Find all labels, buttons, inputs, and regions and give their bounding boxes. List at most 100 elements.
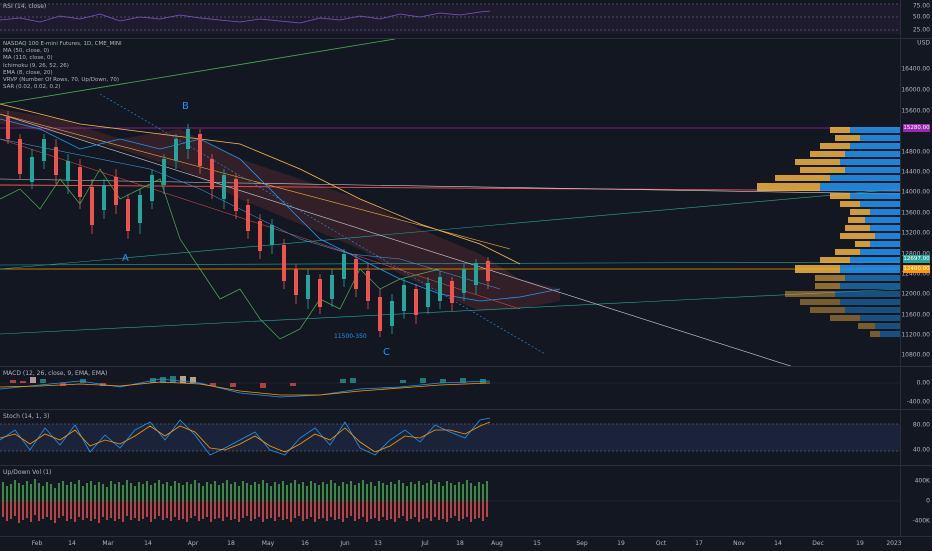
rsi-tick-75: 75.00 (912, 2, 930, 10)
time-label: Jul (421, 540, 429, 547)
time-label: 13 (374, 540, 382, 547)
time-label: 18 (227, 540, 235, 547)
time-label: Apr (187, 540, 199, 547)
stoch-plot (0, 417, 900, 456)
time-label: Aug (491, 540, 503, 547)
legend-ichimoku[interactable]: Ichimoku (9, 26, 52, 26) (3, 62, 69, 69)
time-label: 16 (301, 540, 309, 547)
price-tick: 12800.00 (901, 250, 930, 258)
time-axis[interactable]: Feb 14 Mar 14 Apr 18 May 16 Jun 13 Jul 1… (0, 536, 932, 551)
volume-tick-neg: -400K (912, 517, 930, 525)
stoch-d-line (0, 421, 491, 453)
time-label: Feb (31, 540, 43, 547)
time-label: 14 (68, 540, 76, 547)
blue-dotted-channel (99, 93, 546, 355)
currency-label: USD (917, 39, 930, 47)
time-label: Jun (340, 540, 350, 547)
price-tick: 11200.00 (901, 331, 930, 339)
price-tick: 15600.00 (901, 107, 930, 115)
stoch-tick-40: 40.00 (912, 446, 930, 454)
time-label: 19 (856, 540, 864, 547)
legend-ma-110[interactable]: MA (110, close, 0) (3, 55, 53, 62)
orange-trend-line (0, 113, 511, 250)
legend-symbol[interactable]: NASDAQ 100 E-mini Futures, 1D, CME_MINI (3, 41, 122, 47)
price-tick: 16400.00 (901, 65, 930, 73)
time-label: May (261, 540, 275, 547)
wave-label-a: A (122, 253, 129, 264)
price-tick: 13600.00 (901, 209, 930, 217)
ichimoku-cloud (0, 109, 560, 311)
last-price-tag[interactable]: 12697.00 (903, 255, 930, 263)
rsi-band (0, 4, 900, 34)
rsi-line (0, 10, 491, 24)
time-label: 18 (456, 540, 464, 547)
candles-group (6, 111, 490, 337)
time-label: Oct (655, 540, 667, 547)
price-pane[interactable]: NASDAQ 100 E-mini Futures, 1D, CME_MINI … (0, 39, 900, 366)
time-label: 14 (774, 540, 782, 547)
teal-lower-line (0, 288, 900, 335)
rsi-pane[interactable]: RSI (14, close) (0, 0, 900, 38)
rsi-axis[interactable]: 75.00 50.00 25.00 (900, 0, 932, 38)
chart-legend[interactable]: NASDAQ 100 E-mini Futures, 1D, CME_MINI … (3, 41, 122, 91)
rsi-tick-25: 25.00 (912, 26, 930, 34)
volume-bars (2, 479, 488, 523)
price-tick: 12000.00 (901, 290, 930, 298)
teal-level-line (0, 261, 900, 266)
macd-pane[interactable]: MACD (12, 26, close, 9, EMA, EMA) (0, 367, 900, 409)
time-label: 17 (695, 540, 703, 547)
volume-pane[interactable]: Up/Down Vol (1) (0, 466, 900, 536)
time-label: Sep (576, 540, 588, 547)
rsi-plot (0, 3, 900, 34)
macd-axis[interactable]: 0.00 -400.00 (900, 367, 932, 409)
price-tick: 16000.00 (901, 86, 930, 94)
macd-tick-neg: -400.00 (906, 398, 930, 406)
time-label: 15 (533, 540, 541, 547)
macd-signal-line (0, 381, 491, 396)
time-label: 2023 (886, 540, 902, 547)
wave-label-b: B (182, 101, 189, 112)
wave-label-c: C (383, 347, 390, 358)
legend-ma-50[interactable]: MA (50, close, 0) (3, 48, 50, 55)
price-tick: 12400.00 (901, 270, 930, 278)
legend-vrvp[interactable]: VRVP (Number Of Rows, 70, Up/Down, 70) (3, 77, 120, 84)
support-price-tag[interactable]: 12400.00 (903, 265, 930, 273)
price-tick: 14400.00 (901, 168, 930, 176)
volume-plot (0, 479, 900, 523)
stoch-pane[interactable]: Stoch (14, 1, 3) (0, 410, 900, 465)
price-axis[interactable]: USD 16400.00 16000.00 15600.00 14800.00 … (900, 39, 932, 366)
volume-tick-pos: 400K (914, 477, 930, 485)
price-tick: 13200.00 (901, 229, 930, 237)
stoch-band (0, 424, 900, 451)
white-trend-line (0, 113, 792, 366)
price-chart (0, 39, 900, 366)
rsi-tick-50: 50.00 (912, 13, 930, 21)
time-label: Dec (812, 540, 824, 547)
stoch-tick-80: 80.00 (912, 421, 930, 429)
volume-tick-zero: 0 (926, 497, 930, 505)
volume-axis[interactable]: 400K 0 -400K (900, 466, 932, 536)
price-tick: 14000.00 (901, 188, 930, 196)
price-tick: 10800.00 (901, 351, 930, 359)
green-trend-line (0, 39, 396, 105)
ma-110-line (0, 103, 521, 265)
resistance-price-tag[interactable]: 15280.00 (903, 124, 930, 132)
macd-tick-zero: 0.00 (916, 379, 930, 387)
legend-sar[interactable]: SAR (0.02, 0.02, 0.2) (3, 84, 61, 91)
ma-50-line (0, 118, 561, 302)
stoch-axis[interactable]: 80.00 40.00 (900, 410, 932, 465)
volume-profile (757, 127, 900, 337)
legend-ema[interactable]: EMA (8, close, 20) (3, 69, 53, 76)
volume-label: Up/Down Vol (1) (3, 469, 52, 476)
price-range-annotation: 11500-350 (334, 333, 367, 340)
time-label: Mar (102, 540, 114, 547)
stoch-label: Stoch (14, 1, 3) (3, 413, 50, 420)
teal-trend-line (0, 188, 900, 270)
price-tick: 14800.00 (901, 148, 930, 156)
macd-histogram (10, 376, 486, 388)
time-label: Nov (733, 540, 745, 547)
time-label: 14 (144, 540, 152, 547)
macd-line (0, 378, 491, 398)
rsi-label: RSI (14, close) (3, 3, 47, 10)
price-tick: 11600.00 (901, 311, 930, 319)
